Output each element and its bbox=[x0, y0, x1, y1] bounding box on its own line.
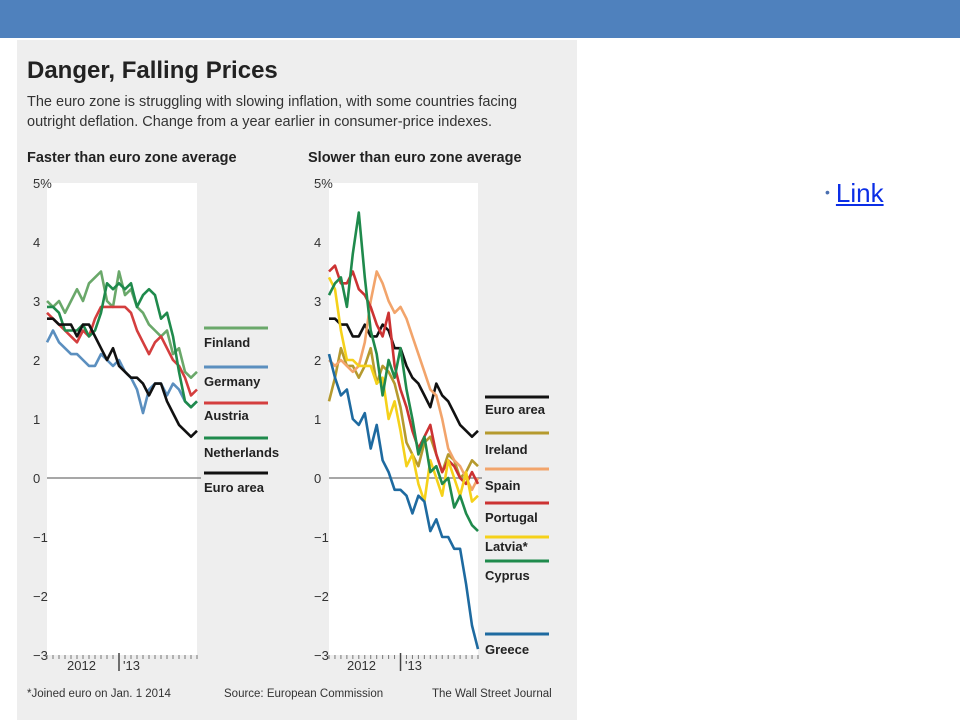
right-y-tick-label: −3 bbox=[314, 648, 329, 663]
right-legend-label: Latvia* bbox=[485, 539, 529, 554]
left-y-tick-label: 4 bbox=[33, 235, 40, 250]
right-y-tick-label: −1 bbox=[314, 530, 329, 545]
right-series-line bbox=[327, 353, 480, 650]
right-legend-label: Greece bbox=[485, 642, 529, 657]
right-y-tick-label: −2 bbox=[314, 589, 329, 604]
header-bar bbox=[0, 0, 960, 38]
left-panel-title: Faster than euro zone average bbox=[27, 150, 237, 166]
link-anchor[interactable]: Link bbox=[835, 178, 884, 208]
chart-figure: Danger, Falling Prices The euro zone is … bbox=[17, 40, 577, 720]
right-legend-label: Spain bbox=[485, 478, 520, 493]
chart-publisher: The Wall Street Journal bbox=[432, 688, 552, 700]
left-y-tick-label: 5% bbox=[33, 176, 52, 191]
right-x-tick-label: 2012 bbox=[347, 658, 376, 673]
left-y-tick-label: −1 bbox=[33, 530, 48, 545]
right-legend-label: Euro area bbox=[485, 402, 546, 417]
left-plot-area bbox=[47, 183, 197, 655]
left-series-line bbox=[46, 305, 198, 397]
left-y-tick-label: −2 bbox=[33, 589, 48, 604]
left-y-tick-label: 0 bbox=[33, 471, 40, 486]
right-series-line bbox=[329, 317, 479, 439]
right-y-tick-label: 0 bbox=[314, 471, 321, 486]
chart-canvas: Danger, Falling Prices The euro zone is … bbox=[27, 57, 552, 700]
right-legend-label: Cyprus bbox=[485, 568, 530, 583]
left-legend-label: Netherlands bbox=[204, 445, 279, 460]
right-x-tick-label: '13 bbox=[405, 658, 422, 673]
left-legend-label: Germany bbox=[204, 374, 261, 389]
right-series-line bbox=[327, 276, 479, 503]
right-series-line bbox=[327, 211, 479, 533]
right-panel-title: Slower than euro zone average bbox=[308, 150, 522, 166]
chart-footnote: *Joined euro on Jan. 1 2014 bbox=[27, 688, 171, 700]
left-y-tick-label: 1 bbox=[33, 412, 40, 427]
right-y-tick-label: 4 bbox=[314, 235, 321, 250]
left-series-line bbox=[47, 282, 198, 409]
chart-subtitle-line1: The euro zone is struggling with slowing… bbox=[27, 94, 517, 110]
right-y-tick-label: 2 bbox=[314, 353, 321, 368]
bullet-icon: • bbox=[825, 184, 830, 200]
left-y-tick-label: 3 bbox=[33, 294, 40, 309]
right-y-tick-label: 1 bbox=[314, 412, 321, 427]
left-series-line bbox=[47, 317, 198, 439]
right-y-tick-label: 5% bbox=[314, 176, 333, 191]
left-legend-label: Finland bbox=[204, 335, 250, 350]
right-series-line bbox=[328, 270, 480, 492]
left-legend-label: Euro area bbox=[204, 480, 265, 495]
chart-source: Source: European Commission bbox=[224, 688, 383, 700]
left-y-tick-label: −3 bbox=[33, 648, 48, 663]
left-series-line bbox=[46, 270, 198, 380]
left-legend-label: Austria bbox=[204, 408, 250, 423]
left-y-tick-label: 2 bbox=[33, 353, 40, 368]
right-legend-label: Ireland bbox=[485, 442, 528, 457]
chart-title: Danger, Falling Prices bbox=[27, 57, 278, 84]
right-y-tick-label: 3 bbox=[314, 294, 321, 309]
left-x-tick-label: '13 bbox=[123, 658, 140, 673]
left-series-line bbox=[45, 329, 198, 415]
link-list-item: • Link bbox=[825, 178, 884, 209]
right-series-line bbox=[328, 264, 480, 486]
chart-subtitle-line2: outright deflation. Change from a year e… bbox=[27, 114, 492, 130]
right-legend-label: Portugal bbox=[485, 510, 538, 525]
left-x-tick-label: 2012 bbox=[67, 658, 96, 673]
